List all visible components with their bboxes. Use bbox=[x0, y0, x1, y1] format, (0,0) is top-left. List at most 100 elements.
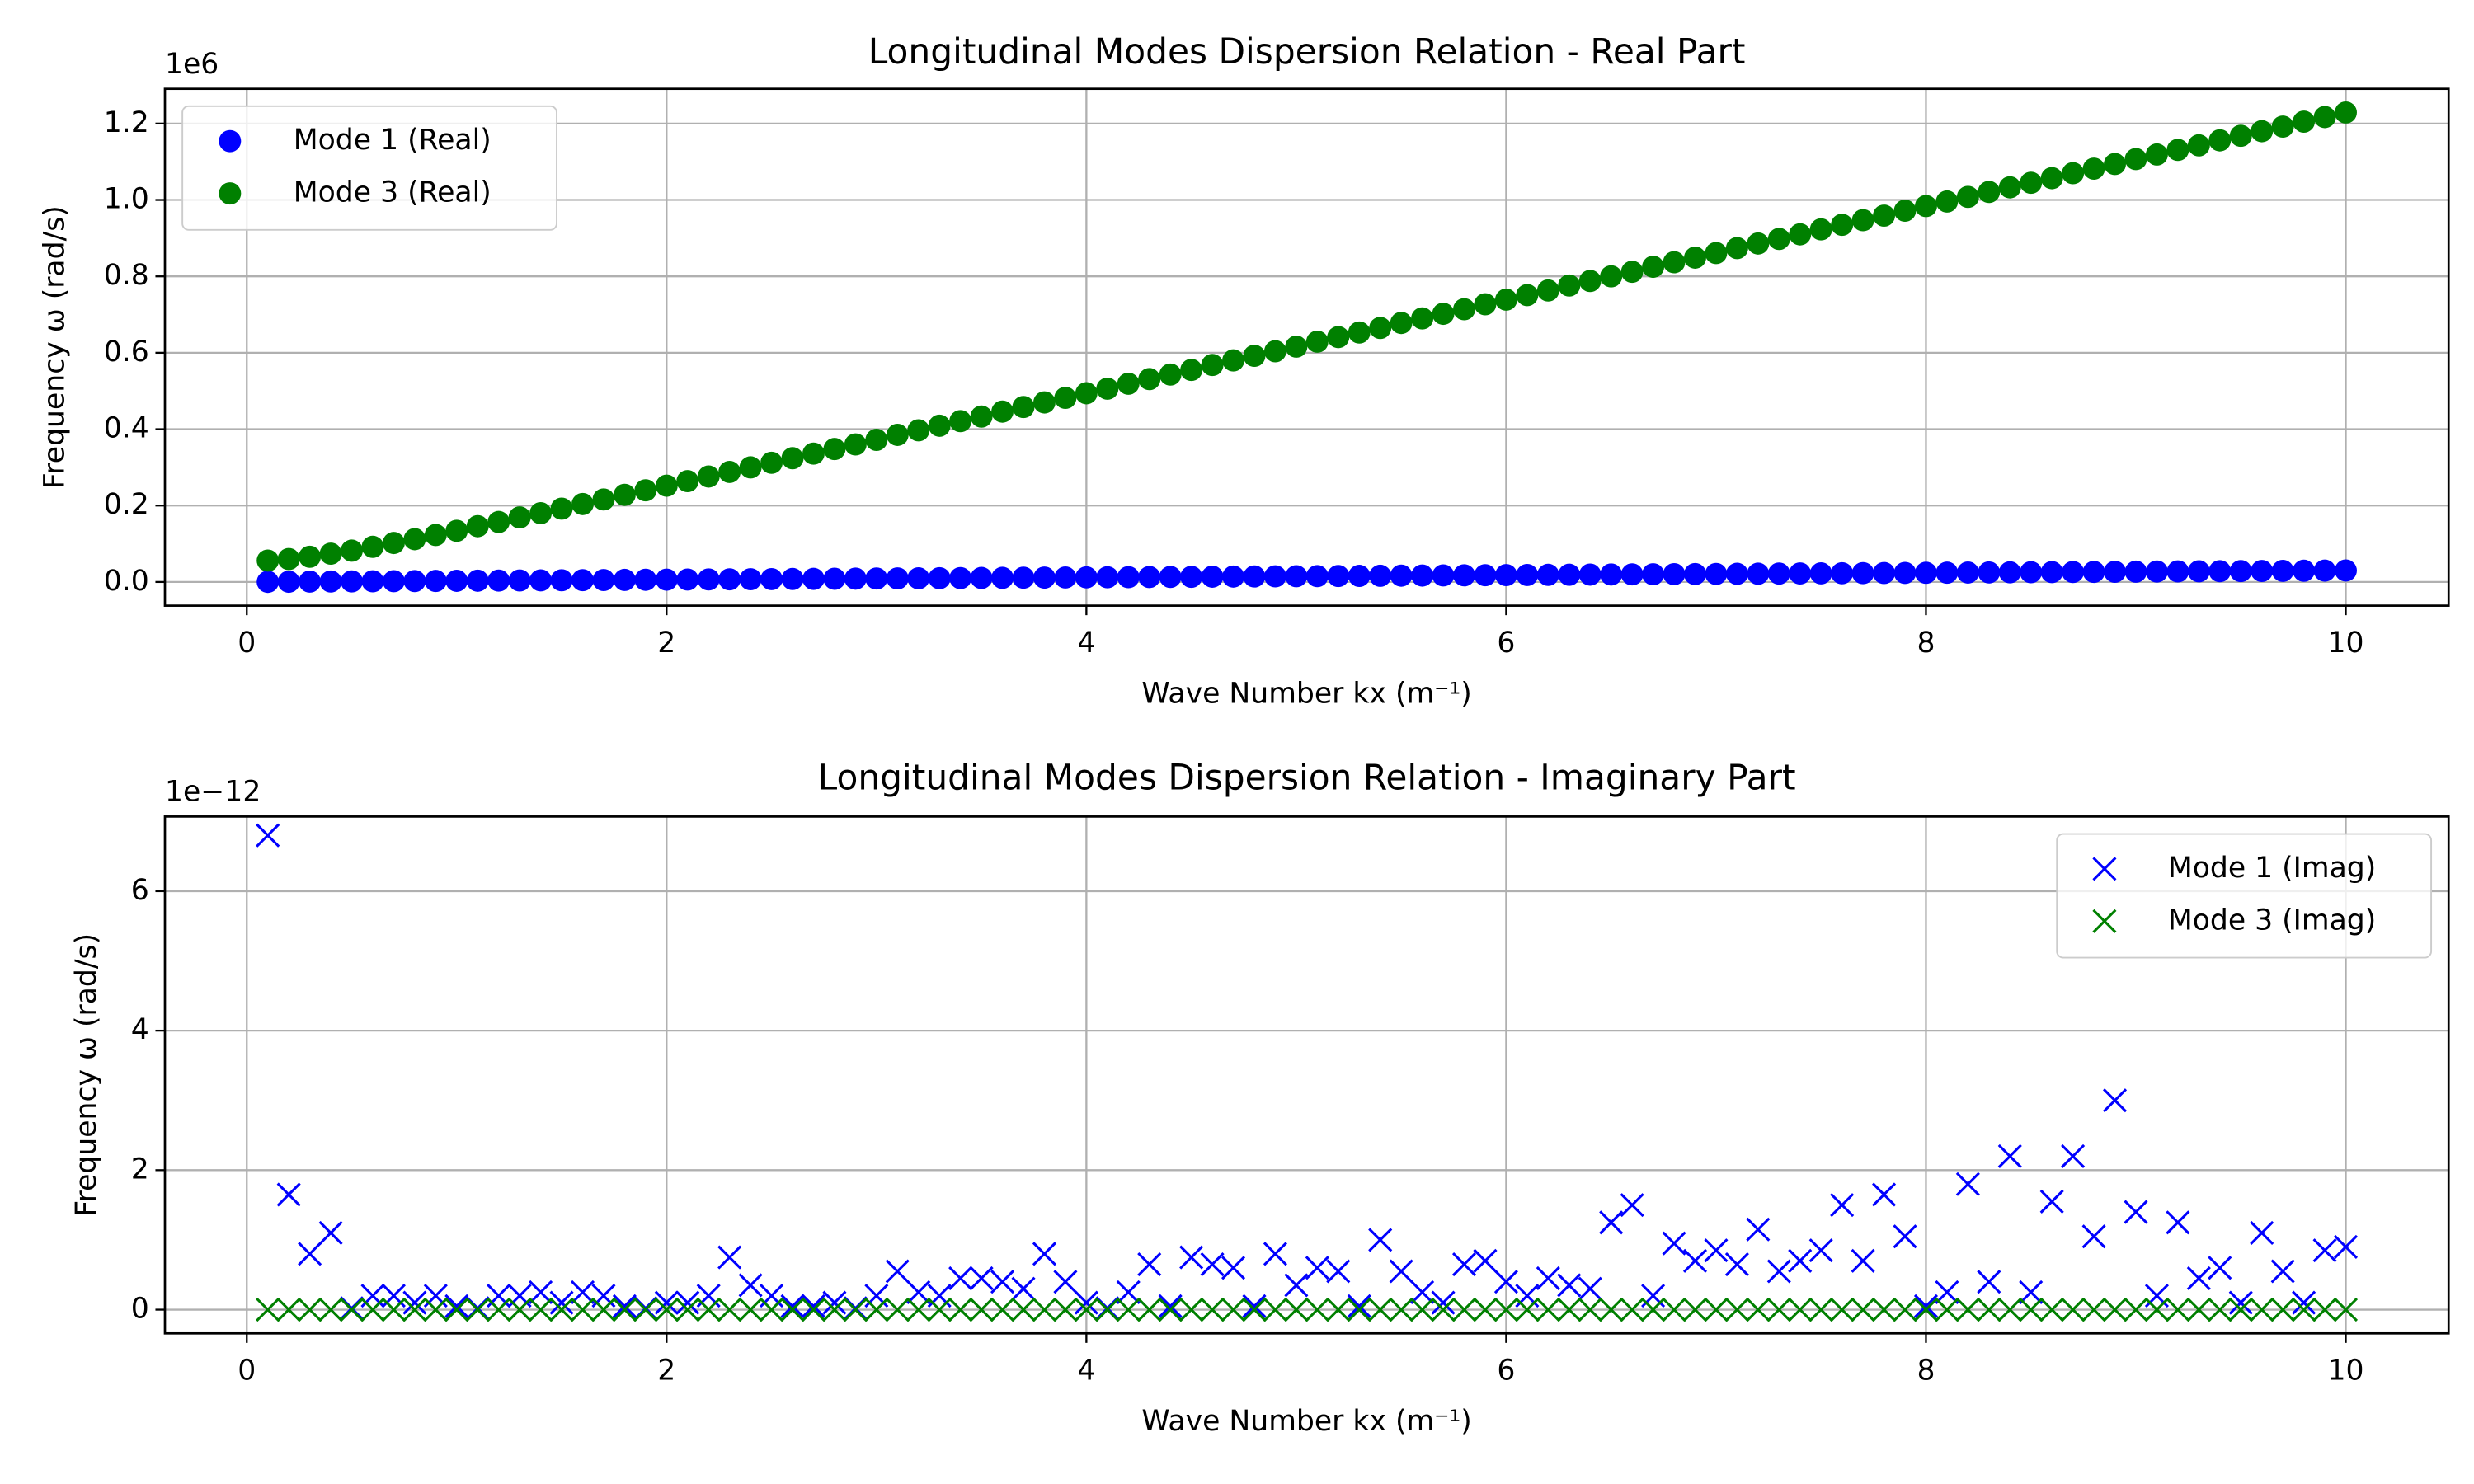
x-marker bbox=[1746, 1217, 1771, 1242]
x-marker bbox=[2081, 1224, 2106, 1249]
point bbox=[739, 568, 762, 591]
point bbox=[1285, 565, 1308, 588]
x-marker bbox=[1053, 1297, 1078, 1322]
x-marker bbox=[738, 1273, 763, 1298]
point bbox=[382, 570, 405, 593]
x-marker bbox=[1788, 1248, 1813, 1273]
point bbox=[1893, 200, 1917, 222]
x-marker bbox=[2019, 1280, 2044, 1304]
point bbox=[1809, 562, 1832, 585]
x-marker bbox=[1704, 1238, 1729, 1263]
point bbox=[466, 569, 489, 592]
x-marker bbox=[1473, 1248, 1498, 1273]
x-marker bbox=[2333, 1297, 2359, 1322]
point bbox=[1075, 566, 1098, 589]
x-marker bbox=[1578, 1276, 1602, 1301]
x-marker bbox=[591, 1297, 616, 1322]
x-marker bbox=[654, 1297, 679, 1322]
x-marker bbox=[2061, 1144, 2086, 1168]
x-marker bbox=[2061, 1297, 2086, 1322]
x-marker bbox=[1326, 1297, 1351, 1322]
x-marker bbox=[675, 1290, 700, 1315]
point bbox=[529, 569, 553, 592]
point bbox=[319, 570, 342, 593]
x-marker bbox=[1830, 1297, 1855, 1322]
x-marker bbox=[2166, 1210, 2190, 1235]
x-marker bbox=[1493, 1270, 1518, 1294]
x-marker bbox=[276, 1297, 301, 1322]
point bbox=[1222, 349, 1244, 372]
x-marker bbox=[2250, 1297, 2274, 1322]
point bbox=[1474, 564, 1497, 587]
point bbox=[949, 566, 972, 589]
x-tick-label: 2 bbox=[657, 1354, 675, 1387]
point bbox=[613, 568, 636, 591]
x-marker bbox=[2292, 1290, 2316, 1315]
x-marker bbox=[2039, 1189, 2064, 1214]
point bbox=[1117, 566, 1140, 589]
x-marker bbox=[780, 1294, 805, 1318]
y-axis-label: Frequency ω (rad/s) bbox=[38, 205, 71, 489]
point bbox=[1138, 566, 1161, 589]
point bbox=[1243, 565, 1266, 588]
x-marker bbox=[1977, 1297, 2001, 1322]
x-marker bbox=[990, 1270, 1015, 1294]
y-tick-label: 1.0 bbox=[104, 183, 149, 216]
x-tick-label: 0 bbox=[238, 627, 256, 660]
x-marker bbox=[822, 1297, 847, 1322]
y-tick-label: 0 bbox=[131, 1293, 149, 1326]
point bbox=[2145, 560, 2168, 583]
point bbox=[1516, 284, 1539, 307]
y-tick-label: 0.0 bbox=[104, 565, 149, 598]
y-tick-label: 0.2 bbox=[104, 488, 149, 521]
point bbox=[2020, 171, 2043, 195]
x-marker bbox=[1389, 1297, 1413, 1322]
x-tick-label: 8 bbox=[1917, 1354, 1935, 1387]
point bbox=[2082, 157, 2105, 180]
point bbox=[613, 483, 636, 506]
x-marker bbox=[1263, 1242, 1287, 1266]
point bbox=[907, 566, 930, 589]
point bbox=[508, 506, 531, 529]
point bbox=[1789, 562, 1812, 585]
y-offset-label: 1e6 bbox=[165, 48, 219, 81]
x-marker bbox=[906, 1297, 931, 1322]
point bbox=[928, 566, 951, 589]
x-marker bbox=[633, 1297, 658, 1322]
x-marker bbox=[1389, 1259, 1413, 1284]
x-marker bbox=[2208, 1256, 2232, 1280]
x-marker bbox=[2292, 1297, 2316, 1322]
point bbox=[1054, 387, 1077, 410]
point bbox=[2293, 110, 2316, 134]
point bbox=[697, 465, 720, 488]
point bbox=[403, 570, 426, 593]
x-marker bbox=[1284, 1273, 1309, 1298]
x-marker bbox=[990, 1297, 1015, 1322]
point bbox=[1432, 564, 1455, 587]
point bbox=[1809, 218, 1832, 241]
point bbox=[655, 568, 678, 591]
x-marker bbox=[1872, 1297, 1897, 1322]
x-marker bbox=[885, 1297, 910, 1322]
x-marker bbox=[1158, 1294, 1183, 1318]
point bbox=[676, 568, 699, 591]
point bbox=[382, 532, 405, 555]
x-marker bbox=[1347, 1297, 1371, 1322]
point bbox=[970, 566, 993, 589]
point bbox=[1263, 340, 1286, 363]
x-marker bbox=[1997, 1297, 2022, 1322]
point bbox=[655, 474, 678, 497]
point bbox=[1978, 181, 2001, 204]
point bbox=[466, 514, 489, 538]
x-marker bbox=[1893, 1297, 1917, 1322]
axes-frame bbox=[163, 815, 2450, 1335]
x-marker bbox=[444, 1297, 469, 1322]
point bbox=[1558, 274, 1581, 297]
point bbox=[2124, 148, 2147, 171]
point bbox=[781, 447, 804, 470]
legend-label: Mode 3 (Real) bbox=[294, 176, 492, 209]
point bbox=[844, 433, 867, 456]
x-marker bbox=[1872, 1182, 1897, 1207]
point bbox=[760, 567, 783, 590]
x-marker bbox=[1935, 1280, 1959, 1304]
